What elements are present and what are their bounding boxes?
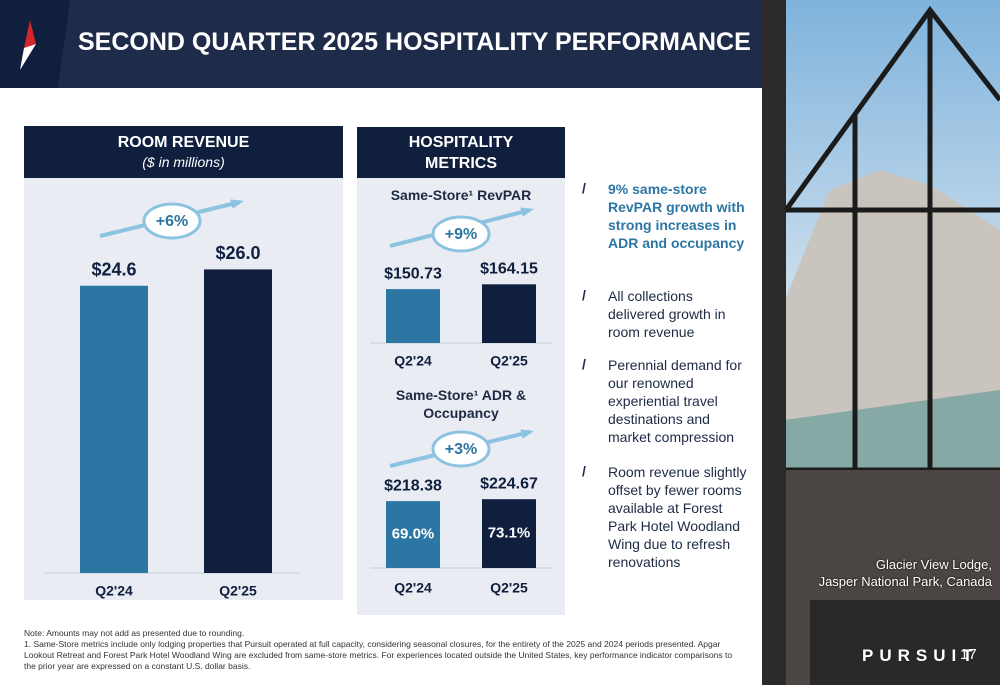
growth-label: +6% xyxy=(156,213,188,230)
bullet: Room revenue slightly offset by fewer ro… xyxy=(608,464,747,570)
arrow-head xyxy=(230,199,244,209)
logo-mark xyxy=(24,20,36,48)
arrow-head xyxy=(520,207,534,217)
value-label: $24.6 xyxy=(91,260,136,280)
chart-title: Same-Store¹ RevPAR xyxy=(390,187,532,203)
panel xyxy=(24,178,343,600)
bullet-marker: / xyxy=(582,287,586,303)
value-label: $218.38 xyxy=(384,477,442,494)
chart-title: ROOM REVENUE xyxy=(117,134,250,151)
header-band xyxy=(0,0,762,88)
x-tick-label: Q2'24 xyxy=(394,353,432,369)
logo: PURSUIT xyxy=(862,646,979,665)
photo-caption: Glacier View Lodge, Jasper National Park… xyxy=(819,556,992,590)
growth-label: +9% xyxy=(445,226,477,243)
bullet: 9% same-store RevPAR growth with strong … xyxy=(608,181,745,251)
bar xyxy=(386,501,440,568)
inner-label: 69.0% xyxy=(392,526,435,543)
bar xyxy=(204,269,272,573)
bullet-marker: / xyxy=(582,180,586,196)
caption-line: Glacier View Lodge, xyxy=(875,557,992,572)
photo-frame xyxy=(762,0,786,685)
note: Note: Amounts may not add as presented d… xyxy=(24,628,245,638)
bullet-marker: / xyxy=(582,463,586,479)
x-tick-label: Q2'25 xyxy=(490,580,528,596)
x-tick-label: Q2'24 xyxy=(394,580,432,596)
slide-title: SECOND QUARTER 2025 HOSPITALITY PERFORMA… xyxy=(78,28,751,56)
chart-header: ROOM REVENUE ($ in millions) xyxy=(24,126,343,178)
bar xyxy=(80,285,148,573)
value-label: $224.67 xyxy=(480,475,538,492)
chart-title: Same-Store¹ ADR & Occupancy xyxy=(395,387,527,421)
growth-badge xyxy=(431,215,491,253)
value-label: $150.73 xyxy=(384,265,442,282)
page-number: 17 xyxy=(960,646,977,663)
notes: Note: Amounts may not add as presented d… xyxy=(24,628,744,672)
growth-badge xyxy=(431,430,491,468)
photo-firepit xyxy=(810,600,1000,685)
bar xyxy=(482,499,536,568)
arrow-head xyxy=(520,429,534,439)
chart-subtitle: ($ in millions) xyxy=(142,154,225,170)
inner-label: 73.1% xyxy=(488,525,531,542)
note: 1. Same-Store metrics include only lodgi… xyxy=(24,639,733,671)
bullet: Perennial demand for our renowned experi… xyxy=(608,357,742,445)
caption-line: Jasper National Park, Canada xyxy=(818,574,992,589)
value-label: $164.15 xyxy=(480,261,538,278)
bar xyxy=(482,284,536,343)
photo-lake xyxy=(785,390,1000,480)
bullet-marker: / xyxy=(582,356,586,372)
x-tick-label: Q2'25 xyxy=(219,583,257,599)
bar xyxy=(386,289,440,343)
logo-mark xyxy=(20,44,36,70)
x-tick-label: Q2'25 xyxy=(490,353,528,369)
x-tick-label: Q2'24 xyxy=(95,583,133,599)
growth-label: +3% xyxy=(445,441,477,458)
growth-badge xyxy=(142,202,202,240)
bullet: All collections delivered growth in room… xyxy=(608,288,726,340)
panel-title: HOSPITALITY METRICS xyxy=(357,127,565,178)
photo-mountain xyxy=(785,170,1000,420)
value-label: $26.0 xyxy=(215,243,260,263)
